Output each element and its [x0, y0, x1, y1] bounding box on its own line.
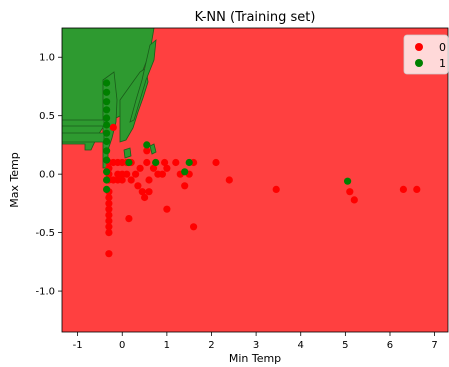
x-axis: -1 0 1 2 3 4 5 6 7: [73, 332, 438, 351]
x-tick-label: 1: [164, 340, 170, 351]
data-point-class-1: [103, 168, 111, 176]
data-point-class-0: [163, 205, 171, 213]
data-point-class-1: [103, 114, 111, 122]
data-point-class-1: [143, 141, 151, 149]
data-point-class-0: [105, 217, 113, 225]
data-point-class-1: [181, 168, 189, 176]
data-point-class-0: [105, 205, 113, 213]
data-point-class-1: [103, 129, 111, 137]
data-point-class-1: [103, 121, 111, 129]
data-point-class-1: [103, 98, 111, 106]
plot-frame: [61, 27, 449, 333]
data-point-class-1: [152, 158, 160, 167]
data-point-class-0: [161, 158, 169, 167]
data-point-class-0: [190, 223, 198, 231]
x-tick-label: 5: [342, 340, 348, 351]
data-point-class-0: [138, 188, 146, 196]
data-point-class-0: [158, 170, 166, 178]
data-point-class-0: [350, 196, 358, 204]
data-point-class-0: [123, 170, 131, 178]
data-point-class-0: [105, 250, 113, 258]
region-strip-1: [62, 119, 105, 127]
legend-marker-class-0: [415, 43, 423, 51]
x-tick-label: 6: [387, 340, 393, 351]
x-tick-label: 0: [119, 340, 125, 351]
x-tick-label: 7: [431, 340, 437, 351]
data-point-class-0: [127, 176, 135, 184]
data-point-class-1: [103, 79, 111, 87]
region-strip-2: [62, 132, 105, 143]
data-point-class-0: [143, 158, 151, 167]
x-tick-label: 4: [298, 340, 304, 351]
data-point-class-0: [181, 182, 189, 190]
data-point-class-1: [103, 185, 111, 193]
data-point-class-0: [105, 229, 113, 237]
data-point-class-1: [185, 158, 193, 167]
data-point-class-0: [149, 164, 158, 172]
data-point-class-0: [118, 176, 126, 184]
x-tick-label: 2: [208, 340, 214, 351]
x-tick-label: -1: [73, 340, 83, 351]
data-point-class-0: [145, 188, 153, 196]
y-tick-label: 0.5: [39, 111, 55, 122]
data-point-class-0: [163, 164, 171, 172]
data-point-class-1: [103, 88, 111, 96]
data-point-class-0: [399, 185, 407, 193]
legend: 0 1: [403, 34, 449, 75]
data-point-class-0: [212, 158, 220, 167]
legend-marker-class-1: [415, 59, 423, 67]
y-axis-label: Max Temp: [8, 152, 21, 208]
data-point-class-0: [413, 185, 421, 193]
data-point-class-0: [172, 158, 180, 167]
data-point-class-1: [125, 158, 133, 167]
data-point-class-0: [105, 193, 113, 202]
data-point-class-0: [225, 176, 233, 184]
data-point-class-0: [105, 223, 113, 231]
data-point-class-1: [103, 156, 111, 164]
data-point-class-0: [134, 182, 142, 190]
data-point-class-0: [143, 147, 151, 155]
data-point-class-1: [103, 106, 111, 114]
data-point-class-0: [141, 193, 149, 202]
y-tick-label: -1.0: [35, 287, 55, 298]
y-axis: 1.0 0.5 0.0 -0.5 -1.0: [35, 53, 62, 298]
data-point-class-1: [103, 176, 111, 184]
x-tick-label: 3: [253, 340, 259, 351]
legend-box: [403, 34, 449, 75]
data-point-class-0: [346, 188, 354, 196]
data-point-class-1: [344, 177, 352, 185]
data-point-class-0: [132, 170, 140, 178]
chart-title: K-NN (Training set): [195, 10, 316, 25]
legend-label-class-1: 1: [439, 57, 446, 70]
data-point-class-0: [105, 211, 113, 219]
data-point-class-0: [109, 123, 117, 131]
data-point-class-1: [103, 137, 111, 145]
points-layer: [103, 79, 421, 258]
region-small-2: [123, 147, 132, 159]
region-streak: [129, 39, 157, 123]
y-tick-label: 1.0: [39, 53, 55, 64]
legend-label-class-0: 0: [439, 41, 446, 54]
x-axis-label: Min Temp: [229, 352, 281, 365]
data-point-class-0: [145, 176, 153, 184]
y-tick-label: -0.5: [35, 228, 55, 239]
data-point-class-1: [103, 147, 111, 155]
data-point-class-0: [105, 199, 113, 207]
y-tick-label: 0.0: [39, 170, 55, 181]
data-point-class-0: [136, 164, 144, 172]
data-point-class-0: [272, 185, 280, 193]
region-small: [149, 143, 157, 155]
data-point-class-0: [125, 215, 133, 223]
